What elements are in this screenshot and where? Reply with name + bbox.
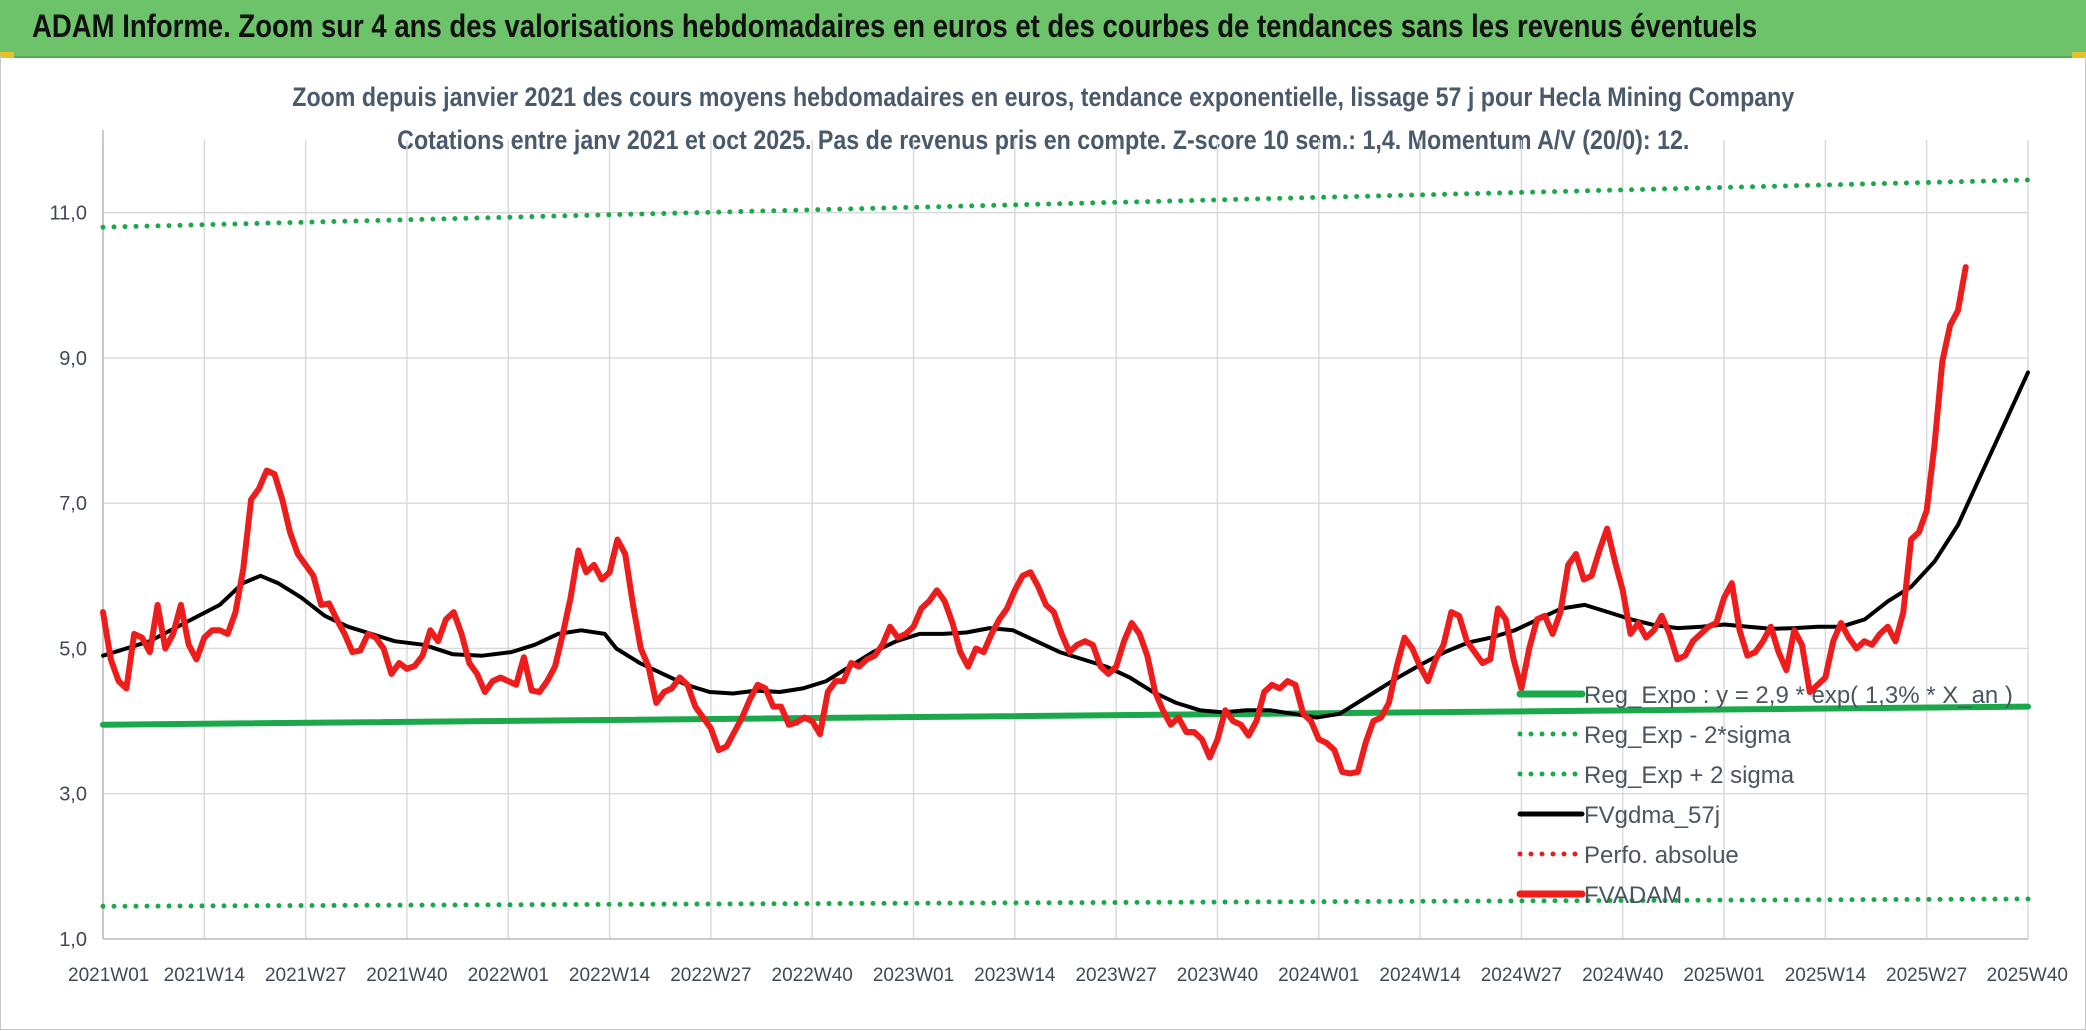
y-tick-label: 7,0	[59, 493, 87, 515]
x-tick-label: 2023W01	[873, 965, 954, 986]
x-tick-label: 2022W40	[772, 965, 853, 986]
x-tick-label: 2021W14	[164, 965, 246, 986]
x-tick-label: 2021W27	[265, 965, 346, 986]
legend-label: FVADAM	[1584, 882, 1682, 909]
line-chart: 1,0 3,0 5,0 7,0 9,0 11,0 2021W01 2021W14 2021W27…	[0, 0, 2086, 1031]
legend-label: Perfo. absolue	[1584, 842, 1739, 869]
legend-label: Reg_Exp - 2*sigma	[1584, 722, 1791, 749]
x-tick-label: 2024W01	[1278, 965, 1359, 986]
x-tick-label: 2024W14	[1379, 965, 1461, 986]
y-tick-label: 9,0	[59, 348, 87, 370]
x-tick-label: 2021W01	[68, 965, 149, 986]
x-tick-label: 2023W40	[1177, 965, 1258, 986]
y-tick-label: 11,0	[50, 203, 87, 225]
series-line-reg-exp-2-sigma	[103, 899, 2028, 906]
series-line-reg-exp-2-sigma	[103, 180, 2028, 227]
y-tick-label: 1,0	[59, 929, 87, 951]
x-tick-label: 2023W14	[974, 965, 1056, 986]
x-tick-label: 2021W40	[366, 965, 447, 986]
x-tick-label: 2025W27	[1886, 965, 1967, 986]
x-tick-label: 2024W40	[1582, 965, 1663, 986]
legend-label: Reg_Expo : y = 2,9 * exp( 1,3% * X_an )	[1584, 682, 2013, 709]
x-tick-label: 2024W27	[1481, 965, 1562, 986]
y-tick-label: 5,0	[59, 638, 87, 660]
y-tick-label: 3,0	[59, 784, 87, 806]
legend-label: FVgdma_57j	[1584, 802, 1720, 829]
x-tick-label: 2023W27	[1075, 965, 1156, 986]
legend-label: Reg_Exp + 2 sigma	[1584, 762, 1795, 789]
x-tick-label: 2022W14	[569, 965, 651, 986]
x-tick-label: 2025W40	[1987, 965, 2068, 986]
x-tick-label: 2022W01	[468, 965, 549, 986]
x-tick-label: 2025W01	[1683, 965, 1764, 986]
x-tick-label: 2025W14	[1785, 965, 1867, 986]
x-tick-label: 2022W27	[670, 965, 751, 986]
